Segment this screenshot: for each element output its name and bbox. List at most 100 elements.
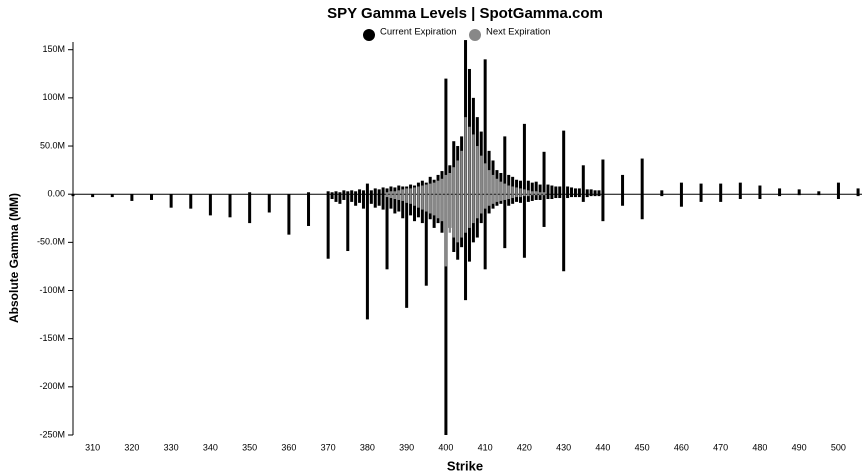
bar bbox=[342, 194, 346, 200]
bar bbox=[531, 194, 534, 196]
bar bbox=[358, 189, 362, 195]
bar bbox=[836, 194, 840, 200]
bar bbox=[573, 188, 577, 195]
bar bbox=[91, 194, 95, 198]
bar bbox=[429, 194, 432, 214]
bar bbox=[330, 194, 334, 200]
y-tick-label: 50.0M bbox=[40, 140, 65, 150]
x-tick-label: 410 bbox=[478, 442, 493, 452]
bar bbox=[456, 160, 459, 195]
bar bbox=[381, 187, 385, 195]
bar bbox=[326, 191, 330, 195]
bar bbox=[377, 194, 381, 206]
bar bbox=[307, 194, 311, 226]
bar bbox=[534, 194, 538, 200]
x-tick-label: 390 bbox=[399, 442, 414, 452]
x-tick-label: 340 bbox=[203, 442, 218, 452]
bar bbox=[483, 194, 487, 270]
bar bbox=[169, 194, 173, 208]
bar bbox=[483, 59, 487, 195]
bar bbox=[836, 182, 840, 195]
bar bbox=[346, 191, 350, 195]
bar bbox=[417, 194, 420, 208]
bar bbox=[738, 182, 742, 195]
bar bbox=[369, 190, 373, 195]
bar bbox=[523, 189, 526, 195]
bar bbox=[534, 194, 538, 196]
bar bbox=[354, 194, 358, 206]
bar bbox=[440, 194, 444, 222]
bar bbox=[585, 189, 589, 195]
bar bbox=[797, 189, 801, 195]
bar bbox=[499, 181, 503, 195]
y-tick-label: 100M bbox=[42, 92, 65, 102]
bar bbox=[526, 180, 530, 195]
bar bbox=[393, 187, 397, 195]
bar bbox=[464, 117, 467, 195]
bar bbox=[699, 194, 703, 202]
bar bbox=[432, 194, 436, 216]
bar bbox=[393, 191, 397, 195]
bar bbox=[385, 188, 389, 195]
bar bbox=[679, 182, 683, 195]
bar bbox=[436, 180, 440, 195]
bar bbox=[558, 186, 562, 195]
y-axis-label: Absolute Gamma (MM) bbox=[7, 193, 21, 323]
bar bbox=[444, 78, 448, 195]
bar bbox=[405, 194, 409, 308]
bar bbox=[432, 182, 436, 195]
bar bbox=[377, 189, 381, 195]
bar bbox=[570, 194, 574, 198]
legend-label: Current Expiration bbox=[380, 27, 457, 38]
bar bbox=[429, 183, 432, 195]
y-tick-label: -250M bbox=[39, 429, 65, 439]
bar bbox=[522, 194, 526, 258]
bar bbox=[464, 194, 467, 233]
bar bbox=[334, 194, 338, 202]
bar bbox=[593, 194, 597, 197]
bar bbox=[405, 188, 408, 195]
bar bbox=[856, 188, 860, 195]
bar bbox=[338, 192, 342, 195]
bar bbox=[487, 170, 491, 195]
bar bbox=[334, 191, 338, 195]
bar bbox=[562, 194, 566, 272]
x-tick-label: 350 bbox=[242, 442, 257, 452]
bar bbox=[797, 194, 801, 196]
bar bbox=[495, 178, 499, 195]
bar bbox=[472, 194, 475, 224]
bar bbox=[397, 194, 401, 200]
bar bbox=[601, 159, 605, 195]
bar bbox=[110, 194, 114, 198]
bar bbox=[593, 190, 597, 195]
y-tick-label: -200M bbox=[39, 381, 65, 391]
bar bbox=[522, 123, 526, 195]
bar bbox=[389, 194, 393, 199]
y-tick-label: 0.00 bbox=[47, 189, 65, 199]
bar bbox=[542, 151, 546, 195]
y-tick-label: -100M bbox=[39, 285, 65, 295]
bar bbox=[365, 183, 369, 195]
bar bbox=[350, 194, 354, 202]
bar bbox=[491, 174, 495, 195]
x-tick-label: 310 bbox=[85, 442, 100, 452]
bar bbox=[421, 185, 424, 195]
bar bbox=[476, 146, 479, 195]
bar bbox=[483, 163, 487, 195]
bar bbox=[542, 192, 546, 195]
bar bbox=[542, 194, 546, 227]
bar bbox=[373, 188, 377, 195]
bar bbox=[511, 194, 515, 204]
bar bbox=[577, 188, 581, 195]
x-tick-label: 450 bbox=[635, 442, 650, 452]
bar bbox=[452, 167, 455, 195]
bar bbox=[817, 194, 821, 196]
bar bbox=[511, 176, 515, 195]
bar bbox=[601, 194, 605, 222]
bar bbox=[758, 194, 762, 200]
bar bbox=[511, 194, 514, 199]
bar bbox=[365, 194, 369, 320]
bar bbox=[444, 194, 448, 435]
bar bbox=[499, 194, 503, 201]
